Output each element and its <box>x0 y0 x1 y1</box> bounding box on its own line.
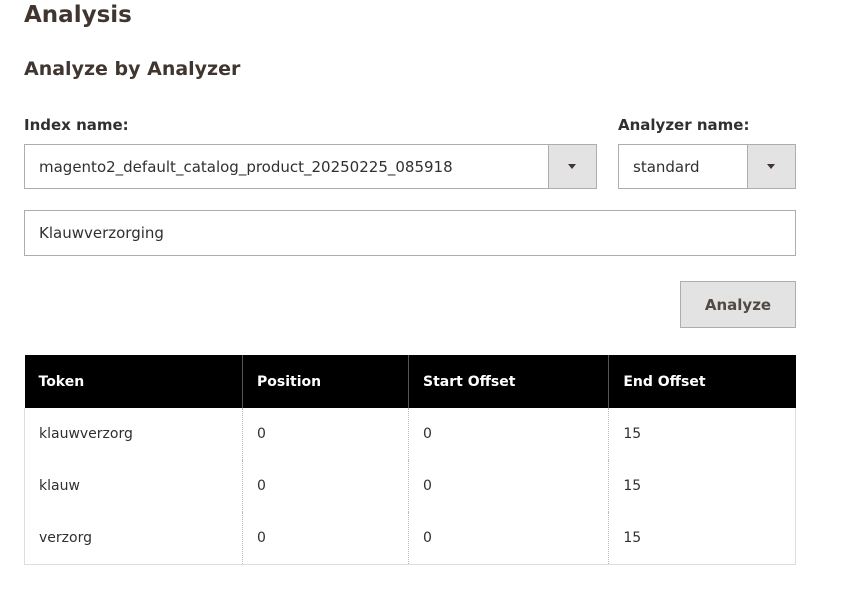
table-row: klauwverzorg 0 0 15 <box>23 408 796 460</box>
index-select[interactable]: magento2_default_catalog_product_2025022… <box>24 144 597 189</box>
table-cell: klauw <box>23 460 243 512</box>
column-header: Token <box>24 355 243 408</box>
select-arrow <box>548 145 596 188</box>
select-value: magento2_default_catalog_product_2025022… <box>39 157 453 176</box>
table-row: verzorg 0 0 15 <box>23 512 796 565</box>
token-table: Token Position Start Offset End Offset klau… <box>23 355 796 565</box>
text-input[interactable]: Klauwverzorging <box>24 210 796 256</box>
table-cell: klauwverzorg <box>23 408 243 460</box>
analyze-button[interactable]: Analyze <box>680 281 796 328</box>
page-title: Analysis <box>24 2 132 28</box>
table-cell: 15 <box>608 512 796 565</box>
header-row: Token Position Start Offset End Offset <box>24 355 796 408</box>
table-row: klauw 0 0 15 <box>23 460 796 512</box>
table-cell: 15 <box>608 460 796 512</box>
table-cell: 0 <box>242 408 409 460</box>
table-cell: 0 <box>242 512 409 565</box>
select-value: standard <box>633 157 700 176</box>
table-cell: 0 <box>407 408 609 460</box>
field-label: Index name: <box>24 116 129 134</box>
table-cell: 15 <box>608 408 796 460</box>
table-cell: 0 <box>407 512 609 565</box>
section-title: Analyze by Analyzer <box>24 58 241 80</box>
table-cell: 0 <box>407 460 609 512</box>
field-label: Analyzer name: <box>618 116 750 134</box>
column-header: End Offset <box>608 355 796 408</box>
analyzer-select[interactable]: standard <box>618 144 796 189</box>
column-header: Start Offset <box>407 355 609 408</box>
select-arrow <box>747 145 795 188</box>
table-cell: 0 <box>242 460 409 512</box>
table-cell: verzorg <box>23 512 243 565</box>
input-value: Klauwverzorging <box>39 224 164 242</box>
column-header: Position <box>242 355 409 408</box>
